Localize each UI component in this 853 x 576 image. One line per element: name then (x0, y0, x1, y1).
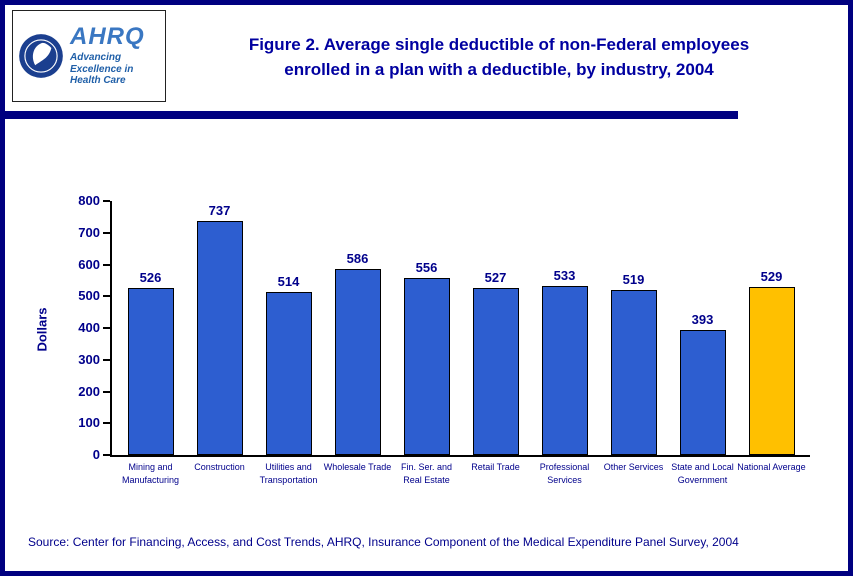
figure-title-line2: enrolled in a plan with a deductible, by… (284, 59, 714, 79)
category-label: Fin. Ser. and Real Estate (400, 462, 453, 485)
figure-title: Figure 2. Average single deductible of n… (175, 33, 823, 82)
category-label: Construction (194, 462, 245, 472)
category-label: Professional Services (539, 462, 590, 485)
bar-value-label: 393 (691, 312, 714, 328)
bar-group: 529 National Average (737, 201, 805, 472)
y-tick-mark (103, 422, 110, 425)
y-tick-mark (103, 358, 110, 361)
ahrq-wordmark: AHRQ (70, 23, 145, 51)
plot-area: 526 Mining and Manufacturing 737 Constructi… (78, 193, 810, 485)
category-label: Other Services (603, 462, 664, 472)
bar (610, 290, 657, 455)
bar-group: 556 Fin. Ser. and Real Estate (394, 201, 460, 484)
bar (334, 268, 381, 455)
y-tick-label: 400 (78, 320, 100, 335)
y-tick-label: 200 (78, 383, 100, 399)
y-tick-mark (103, 454, 110, 456)
ahrq-logo: AHRQ Advancing Excellence in Health Care (12, 10, 166, 102)
y-tick-mark (103, 295, 110, 298)
bar (265, 291, 312, 455)
bar-group: 527 Retail Trade (463, 201, 529, 472)
bar-group: 586 Wholesale Trade (324, 201, 392, 472)
y-tick-label: 300 (78, 351, 100, 367)
y-tick-mark (103, 327, 110, 329)
bar-value-label: 529 (760, 269, 783, 285)
y-tick-label: 700 (78, 224, 100, 240)
category-label: National Average (737, 462, 806, 472)
y-tick-mark (103, 231, 110, 234)
bar-group: 737 Construction (187, 201, 253, 472)
ahrq-logo-text: AHRQ Advancing Excellence in Health Care (66, 25, 162, 87)
y-tick-label: 600 (78, 256, 100, 272)
bar-group: 526 Mining and Manufacturing (118, 201, 184, 485)
bar (748, 287, 795, 455)
category-label: Retail Trade (471, 462, 520, 472)
y-tick-label: 0 (92, 447, 100, 462)
header-divider-bar (5, 111, 738, 119)
bar (679, 330, 726, 455)
bar-value-label: 737 (208, 203, 231, 219)
bar-value-label: 519 (622, 272, 645, 288)
y-tick-mark (103, 200, 110, 202)
bar-value-label: 533 (553, 267, 576, 283)
bar-value-label: 514 (277, 273, 300, 289)
y-axis-title-text: Dollars (34, 306, 50, 352)
bar (472, 287, 519, 455)
y-tick-label: 100 (78, 415, 100, 431)
figure-title-line1: Figure 2. Average single deductible of n… (248, 35, 750, 54)
bar-group: 519 Other Services (601, 201, 667, 472)
ahrq-tagline: Advancing Excellence in Health Care (70, 52, 134, 87)
bar-value-label: 556 (415, 260, 438, 276)
y-axis-title: Dollars (31, 201, 53, 457)
bar-value-label: 526 (139, 270, 162, 285)
bar (541, 285, 588, 455)
category-label: Mining and Manufacturing (121, 462, 180, 485)
bar (127, 288, 174, 455)
hhs-seal-icon (16, 33, 66, 79)
y-tick-mark (103, 390, 110, 393)
bar-group: 514 Utilities and Transportation (256, 201, 322, 485)
bar-value-label: 586 (346, 250, 369, 266)
bar-value-label: 527 (484, 269, 507, 285)
bar-group: 393 State and Local Government (670, 201, 736, 484)
y-tick-mark (103, 263, 110, 266)
source-note: Source: Center for Financing, Access, an… (28, 535, 739, 549)
category-label: Wholesale Trade (323, 462, 392, 472)
y-tick-label: 500 (78, 288, 100, 304)
bar-group: 533 Professional Services (532, 201, 598, 485)
bar (196, 221, 243, 455)
category-label: State and Local Government (671, 462, 734, 485)
bars: 526 Mining and Manufacturing 737 Constructi… (112, 201, 810, 485)
y-tick-label: 800 (78, 193, 100, 208)
bar (403, 278, 450, 455)
category-label: Utilities and Transportation (259, 462, 318, 485)
